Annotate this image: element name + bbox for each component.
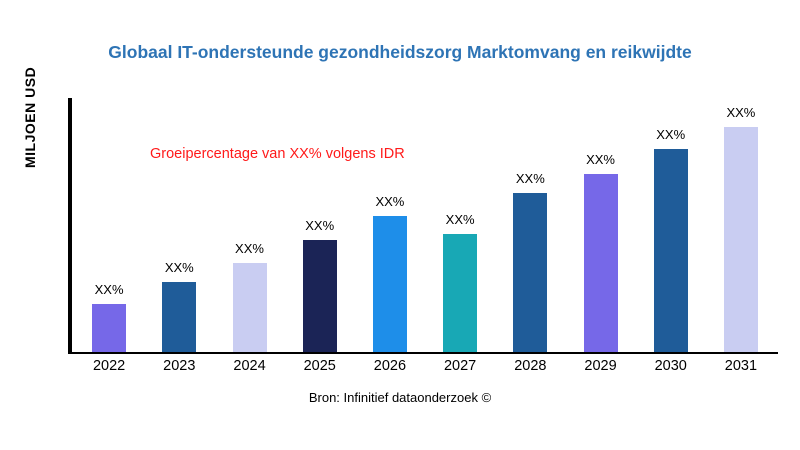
bar [162, 282, 197, 352]
bar-value-label: XX% [586, 151, 615, 167]
x-tick-label: 2028 [514, 358, 547, 374]
x-tick-label: 2027 [443, 358, 477, 374]
bar-value-label: XX% [515, 171, 545, 187]
bar-value-label: XX% [445, 211, 475, 227]
x-tick-label: 2029 [584, 358, 617, 374]
bar-cell: XX% [565, 100, 635, 352]
bar [92, 303, 127, 352]
x-tick-label: 2026 [373, 358, 407, 374]
x-tick-label: 2022 [92, 358, 126, 374]
bar-cell: XX% [214, 100, 284, 352]
bar-cell: XX% [636, 100, 706, 352]
x-tick-label: 2030 [654, 358, 687, 374]
bar [653, 149, 688, 352]
x-tick-label: 2024 [233, 358, 266, 374]
bar-value-label: XX% [375, 194, 405, 210]
bar [443, 233, 478, 352]
bar [513, 193, 548, 352]
chart-title: Globaal IT-ondersteunde gezondheidszorg … [108, 42, 692, 62]
bar-cell: XX% [355, 100, 425, 352]
bar-cell: XX% [495, 100, 565, 352]
bar [372, 216, 407, 352]
bar-cell: XX% [706, 100, 776, 352]
bar-cell: XX% [285, 100, 355, 352]
bar-cell: XX% [74, 100, 144, 352]
x-tick-label: 2023 [163, 358, 196, 374]
growth-annotation: Groeipercentage van XX% volgens IDR [150, 146, 405, 162]
bar [723, 127, 758, 352]
y-axis-line [68, 98, 72, 354]
bar-value-label: XX% [305, 217, 335, 233]
bar-value-label: XX% [235, 240, 264, 256]
bar [302, 239, 337, 352]
y-axis-label: MILJOEN USD [22, 66, 38, 168]
plot-area: XX% XX% XX% XX% XX% XX% XX% XX% XX% XX% [74, 100, 776, 352]
bar-value-label: XX% [94, 281, 124, 297]
source-caption: Bron: Infinitief dataonderzoek © [308, 390, 492, 405]
x-tick-label: 2025 [303, 358, 336, 374]
x-axis-ticks: 2022 2023 2024 2025 2026 2027 2028 2029 2030 2031 [74, 358, 776, 374]
x-tick-label: 2031 [724, 358, 758, 374]
bar-cell: XX% [425, 100, 495, 352]
bar-cell: XX% [144, 100, 214, 352]
bar-value-label: XX% [164, 260, 194, 276]
bar-value-label: XX% [726, 105, 756, 121]
bar [583, 173, 618, 352]
x-axis-line [68, 352, 778, 354]
bar-value-label: XX% [656, 127, 686, 143]
bar [232, 262, 267, 352]
